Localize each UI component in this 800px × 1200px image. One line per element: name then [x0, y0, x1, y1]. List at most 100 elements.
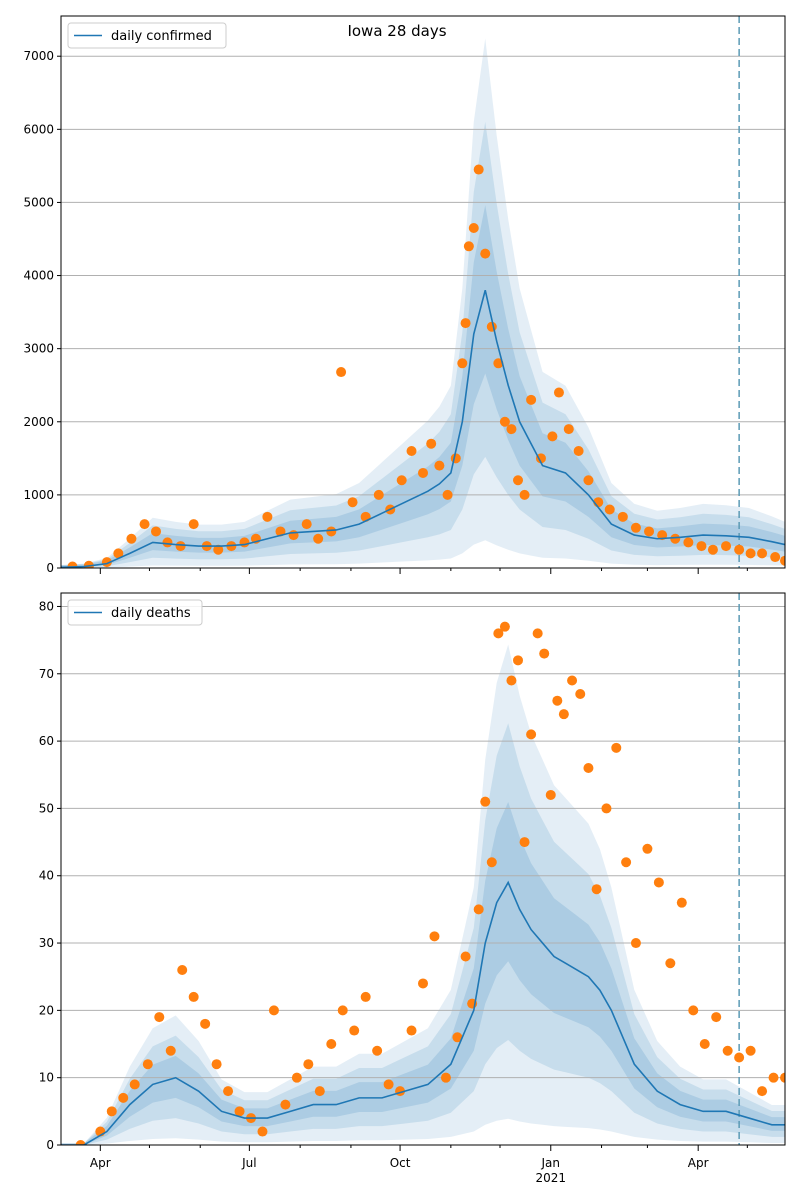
observed-point — [573, 446, 584, 457]
observed-point — [440, 1072, 451, 1083]
observed-point — [611, 742, 622, 753]
observed-point — [519, 489, 530, 500]
observed-point — [552, 695, 563, 706]
y-tick-label: 3000 — [23, 342, 54, 356]
observed-point — [113, 548, 124, 559]
observed-point — [513, 475, 524, 486]
observed-point — [213, 544, 224, 555]
observed-point — [734, 1052, 745, 1063]
observed-point — [383, 1079, 394, 1090]
observed-point — [463, 241, 474, 252]
observed-point — [188, 519, 199, 530]
y-tick-label: 40 — [39, 869, 54, 883]
observed-point — [665, 958, 676, 969]
y-tick-label: 60 — [39, 734, 54, 748]
observed-point — [745, 548, 756, 559]
observed-point — [696, 541, 707, 552]
y-tick-label: 5000 — [23, 195, 54, 209]
observed-point — [558, 709, 569, 720]
observed-point — [336, 367, 347, 378]
observed-point — [288, 530, 299, 541]
observed-point — [313, 533, 324, 544]
observed-point — [722, 1045, 733, 1056]
daily-deaths-panel: 0 10 20 30 40 50 60 70 80 Apr Jul Oct Jan Apr 2021 da… — [39, 592, 786, 1185]
x-tick-label: Apr — [90, 1156, 111, 1170]
observed-point — [604, 504, 615, 515]
observed-point — [457, 358, 468, 369]
observed-point — [418, 978, 428, 989]
uncertainty-band — [61, 723, 785, 1145]
observed-point — [683, 537, 694, 548]
observed-point — [460, 951, 471, 962]
y-axis: 0 10 20 30 40 50 60 70 80 — [39, 599, 61, 1152]
observed-point — [780, 555, 785, 566]
observed-point — [396, 475, 407, 486]
observed-point — [499, 416, 510, 427]
y-tick-label: 7000 — [23, 49, 54, 63]
y-tick-label: 6000 — [23, 122, 54, 136]
observed-point — [480, 796, 491, 807]
legend-box — [67, 22, 227, 49]
observed-points — [75, 621, 785, 1145]
observed-point — [303, 1059, 314, 1070]
observed-point — [442, 489, 453, 500]
y-tick-label: 2000 — [23, 415, 54, 429]
observed-point — [539, 648, 550, 659]
observed-point — [621, 857, 632, 868]
observed-point — [480, 248, 491, 259]
observed-point — [301, 519, 312, 530]
observed-point — [770, 552, 781, 563]
observed-point — [630, 522, 641, 533]
observed-point — [139, 519, 150, 530]
observed-point — [211, 1059, 222, 1070]
observed-point — [460, 318, 471, 329]
x-year-label: 2021 — [535, 1171, 566, 1185]
observed-point — [499, 621, 510, 632]
x-tick-label: Jul — [241, 1156, 256, 1170]
observed-point — [468, 223, 479, 234]
observed-point — [532, 628, 543, 639]
y-tick-label: 4000 — [23, 269, 54, 283]
observed-point — [583, 475, 594, 486]
uncertainty-band — [61, 38, 785, 568]
y-tick-label: 0 — [46, 561, 54, 575]
y-tick-label: 30 — [39, 936, 54, 950]
observed-point — [347, 497, 358, 508]
observed-point — [360, 991, 371, 1002]
observed-point — [418, 467, 428, 478]
observed-point — [757, 548, 768, 559]
observed-point — [721, 541, 732, 552]
observed-point — [506, 424, 517, 435]
observed-point — [275, 526, 286, 537]
observed-point — [473, 164, 484, 175]
observed-point — [745, 1045, 756, 1056]
observed-point — [326, 526, 337, 537]
model-line — [61, 880, 785, 1145]
observed-point — [434, 460, 445, 471]
observed-point — [780, 1072, 785, 1083]
x-tick-label: Oct — [390, 1156, 411, 1170]
legend: daily deaths — [67, 599, 203, 626]
observed-point — [406, 446, 417, 457]
observed-point — [545, 789, 556, 800]
observed-point — [239, 537, 250, 548]
observed-point — [106, 1106, 117, 1117]
observed-point — [162, 537, 173, 548]
observed-point — [553, 387, 564, 398]
y-tick-label: 50 — [39, 801, 54, 815]
observed-points — [67, 164, 785, 568]
observed-point — [165, 1045, 176, 1056]
observed-point — [601, 803, 612, 814]
legend-box — [67, 599, 203, 626]
model-line-path — [61, 289, 785, 568]
observed-point — [75, 1140, 86, 1145]
observed-point — [126, 533, 137, 544]
observed-point — [526, 394, 537, 405]
y-tick-label: 80 — [39, 599, 54, 613]
daily-confirmed-panel: 0 1000 2000 3000 4000 5000 6000 7000 daily conf… — [23, 15, 786, 575]
observed-point — [280, 1099, 291, 1110]
observed-point — [519, 837, 530, 848]
figure-title: Iowa 28 days — [347, 22, 446, 40]
observed-point — [151, 526, 162, 537]
